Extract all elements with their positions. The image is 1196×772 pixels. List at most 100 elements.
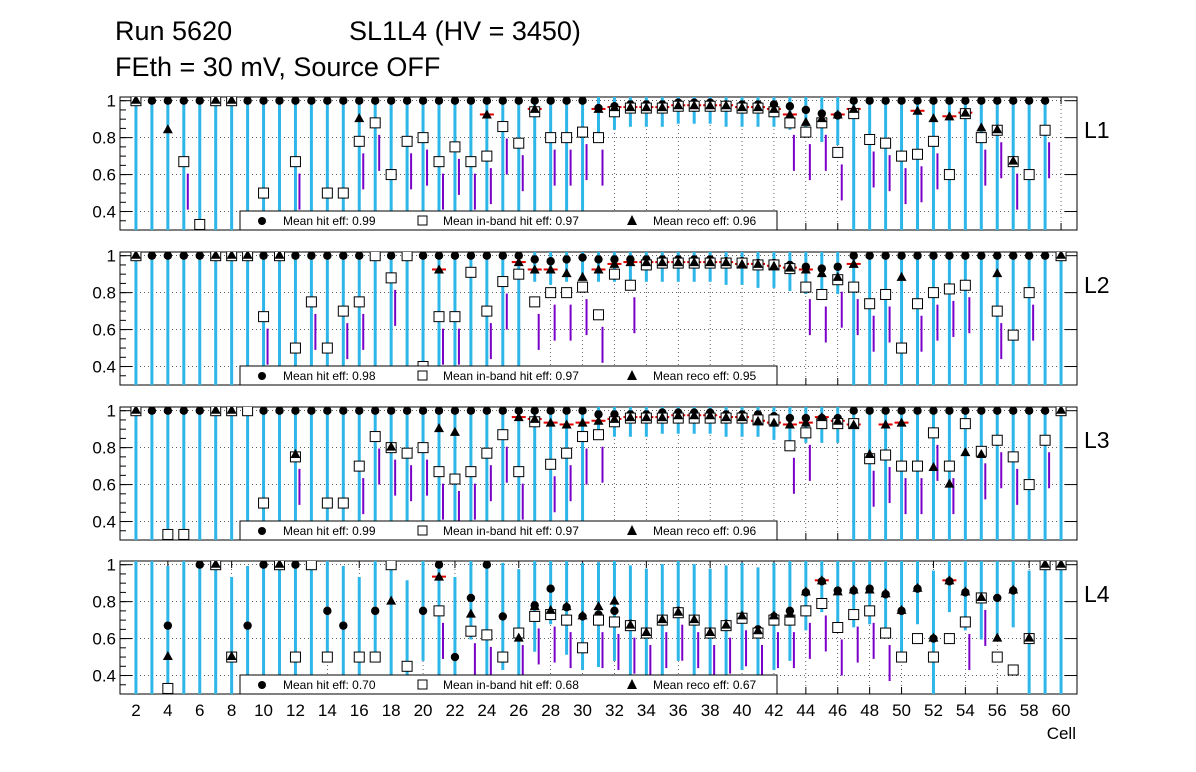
hit-point — [945, 407, 954, 415]
hit-point — [402, 407, 412, 415]
inband-point — [880, 627, 892, 639]
legend-box — [239, 674, 778, 695]
reco-point — [449, 426, 460, 436]
hit-point — [849, 252, 858, 260]
hit-point — [785, 102, 795, 111]
legend-reco-text: Mean reco eff: 0.67 — [653, 678, 757, 692]
legend-reco-marker — [627, 525, 637, 535]
legend-inband-text: Mean in-band hit eff: 0.68 — [443, 678, 579, 692]
reco-point — [896, 604, 907, 614]
reco-point — [529, 601, 540, 611]
legend-box — [239, 520, 778, 541]
reco-point — [992, 124, 1003, 134]
reco-point — [816, 268, 827, 278]
reco-point — [928, 632, 939, 642]
reco-point — [609, 102, 620, 112]
legend-hit-text: Mean hit eff: 0.98 — [283, 369, 376, 383]
inband-point — [545, 458, 557, 470]
reco-point — [1008, 155, 1019, 165]
hit-point — [339, 407, 348, 415]
y-tick-label: 0.4 — [92, 358, 116, 377]
hit-point — [339, 621, 348, 630]
hit-point — [546, 257, 555, 266]
reco-point — [944, 575, 955, 585]
inband-point — [481, 150, 493, 162]
inband-point — [497, 651, 509, 663]
reco-point — [816, 113, 827, 123]
reco-point — [880, 588, 891, 598]
reco-point — [864, 449, 875, 459]
inband-point — [800, 605, 812, 617]
reco-point — [577, 417, 588, 427]
hit-point — [865, 407, 874, 415]
inband-point — [258, 497, 270, 509]
hit-point — [371, 97, 380, 105]
legend-hit-marker — [258, 527, 266, 535]
legend-box — [239, 210, 778, 231]
inband-point — [943, 169, 955, 181]
reco-point — [481, 109, 492, 119]
hit-point — [865, 97, 874, 105]
reco-point — [784, 419, 795, 429]
reco-point — [641, 627, 652, 637]
hit-point — [323, 97, 332, 105]
inband-point — [593, 429, 604, 441]
inband-point — [385, 169, 397, 181]
reco-point — [784, 109, 795, 119]
inband-point — [401, 252, 413, 262]
hit-point — [961, 252, 970, 260]
inband-point — [1007, 664, 1019, 676]
hit-point — [546, 407, 555, 415]
reco-point — [768, 610, 779, 620]
hit-point — [498, 97, 507, 105]
inband-point — [912, 148, 923, 160]
hit-point — [163, 621, 173, 630]
inband-point — [624, 279, 636, 291]
y-tick-label: 0.8 — [92, 439, 116, 458]
reco-point — [721, 619, 732, 629]
y-tick-label: 0.6 — [92, 630, 116, 649]
legend-hit-marker — [258, 681, 266, 689]
hit-point — [881, 97, 890, 105]
reco-point — [800, 417, 811, 427]
legend-inband-marker — [417, 370, 428, 381]
x-tick-label: 6 — [195, 701, 204, 720]
x-tick-label: 34 — [637, 701, 656, 720]
hit-point — [355, 252, 364, 260]
hit-point — [291, 97, 300, 105]
inband-point — [991, 651, 1003, 663]
inband-point — [401, 135, 413, 147]
inband-point — [848, 281, 860, 293]
inband-point — [880, 449, 892, 461]
inband-point — [800, 126, 812, 138]
inband-point — [561, 614, 573, 626]
legend-hit-text: Mean hit eff: 0.70 — [283, 678, 376, 692]
hit-point — [482, 407, 492, 415]
inband-point — [513, 137, 525, 149]
reco-point — [784, 262, 795, 272]
x-tick-label: 32 — [605, 701, 624, 720]
reco-point — [768, 417, 779, 427]
x-tick-label: 40 — [733, 701, 752, 720]
legend-reco-marker — [627, 215, 637, 225]
hit-point — [849, 407, 858, 415]
inband-point — [943, 283, 955, 295]
hit-point — [1040, 97, 1050, 105]
hit-point — [323, 606, 332, 616]
hit-point — [530, 255, 539, 264]
inband-point — [912, 298, 923, 310]
reco-point — [274, 252, 285, 259]
hit-point — [929, 97, 938, 105]
hit-point — [339, 97, 348, 105]
hit-point — [355, 407, 364, 415]
hit-point — [977, 252, 986, 260]
x-tick-label: 44 — [796, 701, 815, 720]
hit-point — [961, 407, 970, 415]
hit-point — [514, 407, 523, 415]
y-tick-label: 0.4 — [92, 667, 116, 686]
inband-point — [401, 660, 413, 672]
inband-point — [816, 597, 828, 609]
inband-point — [353, 296, 365, 308]
inband-point — [353, 460, 365, 472]
panel-data — [130, 252, 1067, 385]
